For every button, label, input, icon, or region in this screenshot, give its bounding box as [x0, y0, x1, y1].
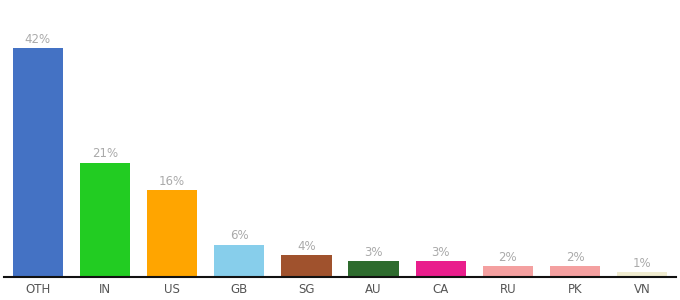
Text: 3%: 3% [364, 246, 383, 259]
Bar [348, 261, 398, 277]
Bar [617, 272, 668, 277]
Bar [147, 190, 197, 277]
Text: 21%: 21% [92, 147, 118, 161]
Text: 4%: 4% [297, 240, 316, 253]
Bar [415, 261, 466, 277]
Bar [483, 266, 533, 277]
Text: 3%: 3% [432, 246, 450, 259]
Bar [282, 255, 332, 277]
Text: 6%: 6% [230, 229, 249, 242]
Bar [80, 163, 130, 277]
Bar [214, 244, 265, 277]
Text: 2%: 2% [566, 251, 584, 264]
Bar [550, 266, 600, 277]
Text: 2%: 2% [498, 251, 517, 264]
Bar [12, 48, 63, 277]
Text: 42%: 42% [24, 33, 51, 46]
Text: 1%: 1% [633, 256, 651, 270]
Text: 16%: 16% [159, 175, 185, 188]
